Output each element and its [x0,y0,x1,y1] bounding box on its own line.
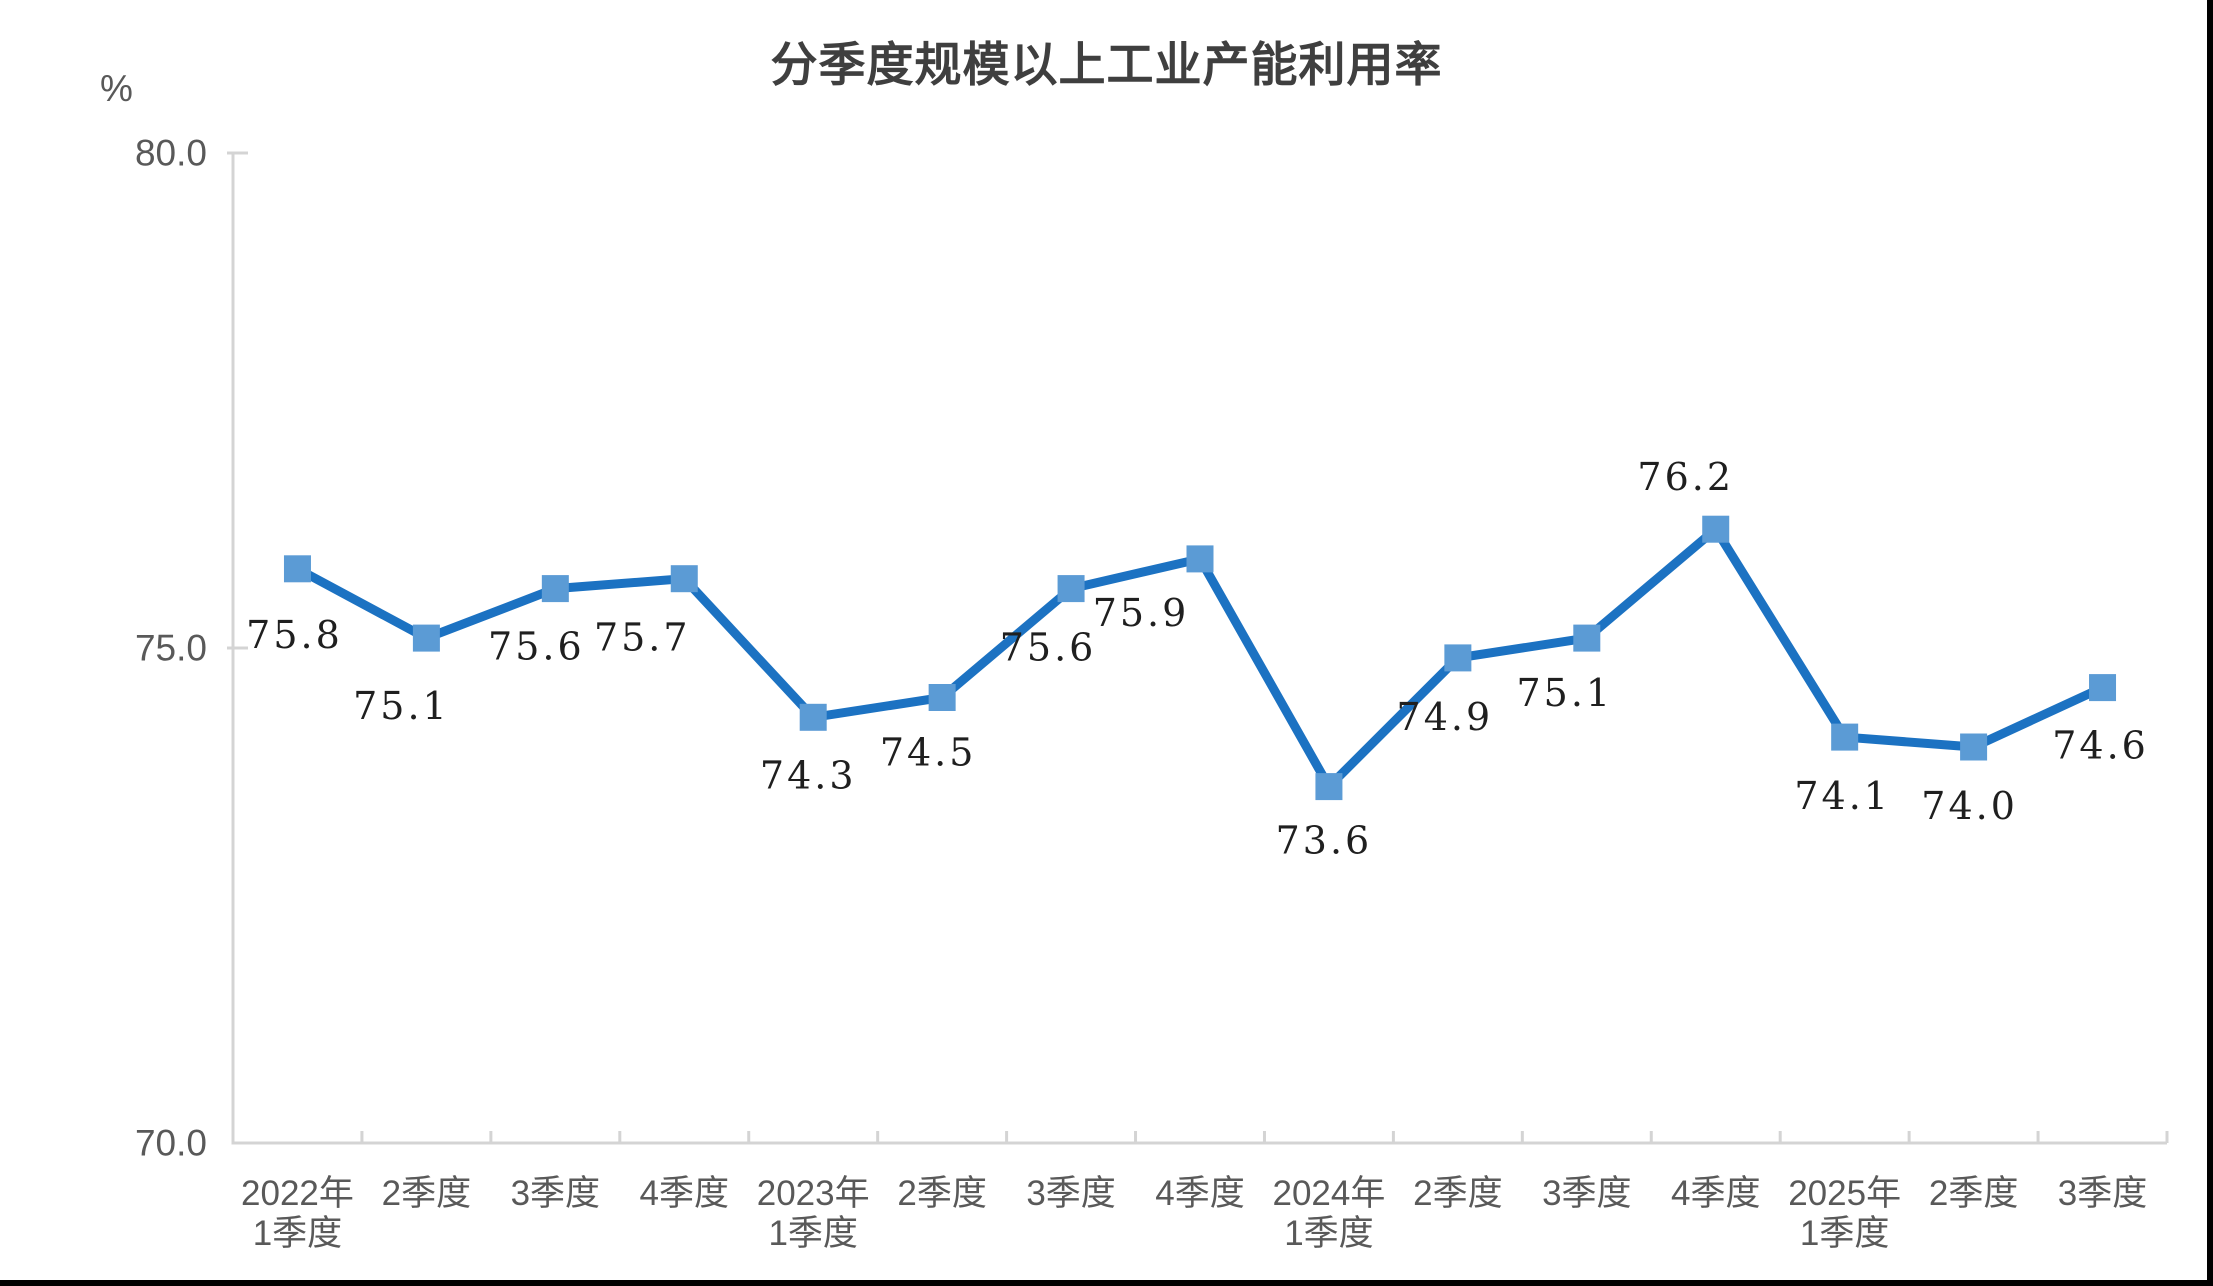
data-point-marker [1057,575,1085,603]
x-axis-category-label: 2季度 [382,1174,471,1213]
x-axis-category-label: 2025年 [1788,1174,1901,1213]
data-point-marker [1315,773,1343,801]
x-axis-category-label-line2: 1季度 [1800,1214,1889,1253]
data-point-label: 75.9 [1093,591,1190,635]
data-point-label: 75.7 [594,616,691,660]
data-point-marker [1702,515,1730,543]
data-point-label: 74.1 [1794,774,1891,818]
x-axis-category-label: 4季度 [1155,1174,1244,1213]
data-point-label: 73.6 [1276,819,1373,863]
window-border-bottom [0,1280,2213,1286]
x-axis-category-label: 4季度 [1671,1174,1760,1213]
y-axis-tick-label: 80.0 [135,133,207,174]
x-axis-category-label-line2: 1季度 [1284,1214,1373,1253]
y-axis-unit-label: % [100,68,133,109]
chart-title: 分季度规模以上工业产能利用率 [770,38,1443,91]
data-point-marker [412,624,440,652]
data-point-label: 75.8 [246,613,343,657]
data-point-marker [928,684,956,711]
data-point-label: 75.1 [1516,671,1613,715]
data-point-label: 74.5 [880,731,977,775]
y-axis-tick-label: 75.0 [135,628,207,669]
x-axis-category-label: 4季度 [640,1174,729,1213]
window-border-right [2207,0,2213,1286]
data-point-label: 75.6 [488,625,585,669]
data-point-label: 75.1 [353,684,450,728]
x-axis-category-label: 3季度 [1026,1174,1115,1213]
x-axis-category-label: 2季度 [1929,1174,2018,1213]
x-axis-category-label: 2024年 [1272,1174,1385,1213]
x-axis-category-label: 2季度 [1413,1174,1502,1213]
data-point-marker [283,555,311,583]
x-axis-category-label-line2: 1季度 [768,1214,857,1253]
data-point-label: 75.6 [1000,626,1097,670]
x-axis-category-label: 2季度 [897,1174,986,1213]
data-point-label: 76.2 [1637,455,1734,499]
data-point-marker [1831,723,1859,751]
y-axis-tick-label: 70.0 [135,1123,207,1164]
data-point-label: 74.3 [760,753,857,797]
x-axis-category-label: 3季度 [1542,1174,1631,1213]
data-point-marker [2089,674,2117,702]
data-point-marker [1444,644,1472,672]
data-point-marker [1960,733,1988,761]
data-point-marker [670,565,698,593]
data-point-marker [1573,624,1601,652]
data-point-label: 74.9 [1397,695,1494,739]
data-point-label: 74.0 [1921,784,2018,828]
data-point-label: 74.6 [2052,724,2149,768]
x-axis-category-label: 2023年 [757,1174,870,1213]
x-axis-category-label: 3季度 [511,1174,600,1213]
x-axis-category-label: 2022年 [241,1174,354,1213]
x-axis-category-label-line2: 1季度 [253,1214,342,1253]
data-point-marker [541,575,569,603]
data-point-marker [799,703,827,731]
data-point-marker [1186,545,1214,573]
x-axis-category-label: 3季度 [2058,1174,2147,1213]
